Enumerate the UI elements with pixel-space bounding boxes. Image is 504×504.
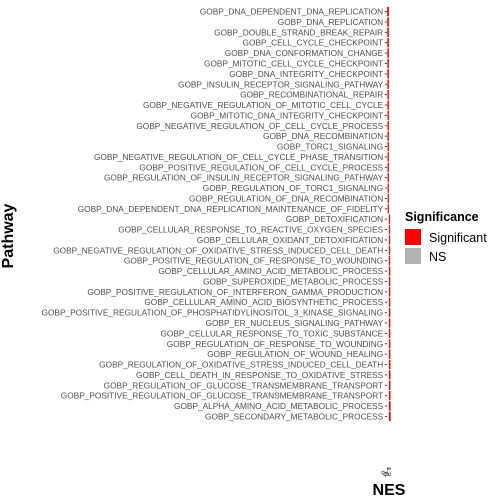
bar	[387, 173, 389, 183]
y-tick-label: GOBP_REGULATION_OF_GLUCOSE_TRANSMEMBRANE…	[104, 380, 384, 390]
y-tick-label: GOBP_SECONDARY_METABOLIC_PROCESS	[205, 411, 384, 421]
y-tick-label: GOBP_DNA_RECOMBINATION	[263, 131, 383, 141]
y-tick-label: GOBP_CELLULAR_OXIDANT_DETOXIFICATION	[197, 235, 383, 245]
bar	[388, 349, 391, 359]
y-tick-label: GOBP_POSITIVE_REGULATION_OF_CELL_CYCLE_P…	[139, 162, 383, 172]
bar	[388, 390, 391, 401]
y-tick-label: GOBP_DNA_DEPENDENT_DNA_REPLICATION	[200, 7, 383, 17]
legend-label-ns: NS	[429, 250, 446, 264]
y-tick-label: GOBP_REGULATION_OF_OXIDATIVE_STRESS_INDU…	[99, 360, 383, 370]
bar	[387, 131, 389, 141]
bar	[387, 193, 389, 204]
bar	[388, 359, 391, 370]
y-tick-label: GOBP_REGULATION_OF_INSULIN_RECEPTOR_SIGN…	[104, 173, 384, 183]
bar	[387, 6, 389, 17]
x-tick-label: 0	[381, 471, 391, 476]
bar	[388, 224, 391, 235]
y-tick-label: GOBP_DOUBLE_STRAND_BREAK_REPAIR	[214, 27, 383, 37]
bar	[387, 121, 389, 131]
y-tick-label: GOBP_CELL_DEATH_IN_RESPONSE_TO_OXIDATIVE…	[136, 370, 384, 380]
bar	[387, 38, 389, 48]
legend: Significance Significant NS	[405, 210, 487, 264]
bar	[387, 48, 389, 58]
bars-layer	[387, 6, 391, 422]
legend-title: Significance	[405, 210, 479, 224]
y-tick-label: GOBP_MITOTIC_DNA_INTEGRITY_CHECKPOINT	[191, 110, 384, 120]
y-tick-label: GOBP_REGULATION_OF_DNA_RECOMBINATION	[189, 193, 383, 203]
bar	[388, 380, 391, 390]
y-tick-label: GOBP_RECOMBINATIONAL_REPAIR	[240, 90, 383, 100]
y-tick-label: GOBP_NEGATIVE_REGULATION_OF_CELL_CYCLE_P…	[94, 152, 383, 162]
bar	[388, 370, 391, 380]
x-tick-label: 2	[382, 471, 392, 476]
y-tick-label: GOBP_INSULIN_RECEPTOR_SIGNALING_PATHWAY	[178, 79, 384, 89]
y-tick-label: GOBP_DNA_INTEGRITY_CHECKPOINT	[229, 69, 383, 79]
bar	[387, 58, 389, 69]
y-tick-label: GOBP_CELL_CYCLE_CHECKPOINT	[243, 38, 384, 48]
y-tick-label: GOBP_POSITIVE_REGULATION_OF_PHOSPHATIDYL…	[42, 308, 384, 318]
bar	[387, 183, 389, 193]
y-tick-label: GOBP_ALPHA_AMINO_ACID_METABOLIC_PROCESS	[174, 401, 384, 411]
bar	[388, 276, 391, 287]
y-tick-label: GOBP_REGULATION_OF_WOUND_HEALING	[207, 349, 383, 359]
y-tick-label: GOBP_MITOTIC_CELL_CYCLE_CHECKPOINT	[204, 59, 383, 69]
bar	[387, 69, 389, 79]
bar	[387, 141, 389, 152]
bar	[388, 245, 391, 256]
y-tick-label: GOBP_DNA_DEPENDENT_DNA_REPLICATION_MAINT…	[78, 204, 384, 214]
bar	[387, 110, 389, 121]
y-tick-label: GOBP_ER_NUCLEUS_SIGNALING_PATHWAY	[206, 318, 384, 328]
y-tick-label: GOBP_DNA_REPLICATION	[278, 17, 383, 27]
y-tick-label: GOBP_POSITIVE_REGULATION_OF_GLUCOSE_TRAN…	[61, 391, 383, 401]
bar	[388, 307, 391, 318]
y-tick-label: GOBP_SUPEROXIDE_METABOLIC_PROCESS	[203, 276, 384, 286]
bar	[387, 27, 389, 38]
bar	[387, 152, 389, 162]
y-tick-label: GOBP_NEGATIVE_REGULATION_OF_MITOTIC_CELL…	[143, 100, 384, 110]
bar	[388, 318, 391, 328]
bar	[388, 401, 391, 411]
bar	[387, 204, 389, 214]
bar	[388, 214, 391, 224]
y-tick-label: GOBP_TORC1_SIGNALING	[277, 142, 383, 152]
bar	[387, 79, 389, 89]
y-tick-label: GOBP_CELLULAR_AMINO_ACID_METABOLIC_PROCE…	[158, 266, 383, 276]
y-axis-title: Pathway	[0, 203, 17, 268]
y-tick-label: GOBP_CELLULAR_AMINO_ACID_BIOSYNTHETIC_PR…	[144, 297, 383, 307]
y-tick-label: GOBP_DNA_CONFORMATION_CHANGE	[225, 48, 384, 58]
bar	[388, 339, 391, 349]
y-tick-label: GOBP_POSITIVE_REGULATION_OF_INTERFERON_G…	[87, 287, 383, 297]
x-axis-title: NES	[373, 482, 406, 499]
bar	[387, 162, 389, 172]
bar	[388, 256, 391, 266]
y-tick-label: GOBP_REGULATION_OF_TORC1_SIGNALING	[203, 183, 383, 193]
x-tick-label: -2	[380, 470, 390, 478]
bar	[387, 89, 389, 100]
y-tick-label: GOBP_CELLULAR_RESPONSE_TO_REACTIVE_OXYGE…	[118, 225, 383, 235]
bar	[388, 235, 391, 245]
y-tick-label: GOBP_NEGATIVE_REGULATION_OF_CELL_CYCLE_P…	[136, 121, 383, 131]
bar	[388, 411, 391, 422]
bar	[387, 100, 389, 110]
y-tick-label: GOBP_DETOXIFICATION	[286, 214, 383, 224]
y-tick-label: GOBP_POSITIVE_REGULATION_OF_RESPONSE_TO_…	[124, 256, 383, 266]
legend-label-significant: Significant	[429, 231, 487, 245]
y-tick-label: GOBP_REGULATION_OF_RESPONSE_TO_WOUNDING	[167, 339, 383, 349]
bar	[387, 17, 389, 27]
bar	[388, 328, 391, 339]
y-tick-label: GOBP_CELLULAR_RESPONSE_TO_TOXIC_SUBSTANC…	[160, 328, 383, 338]
y-axis: GOBP_DNA_DEPENDENT_DNA_REPLICATIONGOBP_D…	[42, 7, 387, 421]
legend-key-significant	[405, 229, 421, 245]
legend-key-ns	[405, 248, 421, 264]
bar	[388, 287, 391, 297]
x-axis: -202	[380, 467, 392, 478]
bar	[388, 266, 391, 276]
bar	[388, 297, 391, 307]
y-tick-label: GOBP_NEGATIVE_REGULATION_OF_OXIDATIVE_ST…	[53, 245, 383, 255]
